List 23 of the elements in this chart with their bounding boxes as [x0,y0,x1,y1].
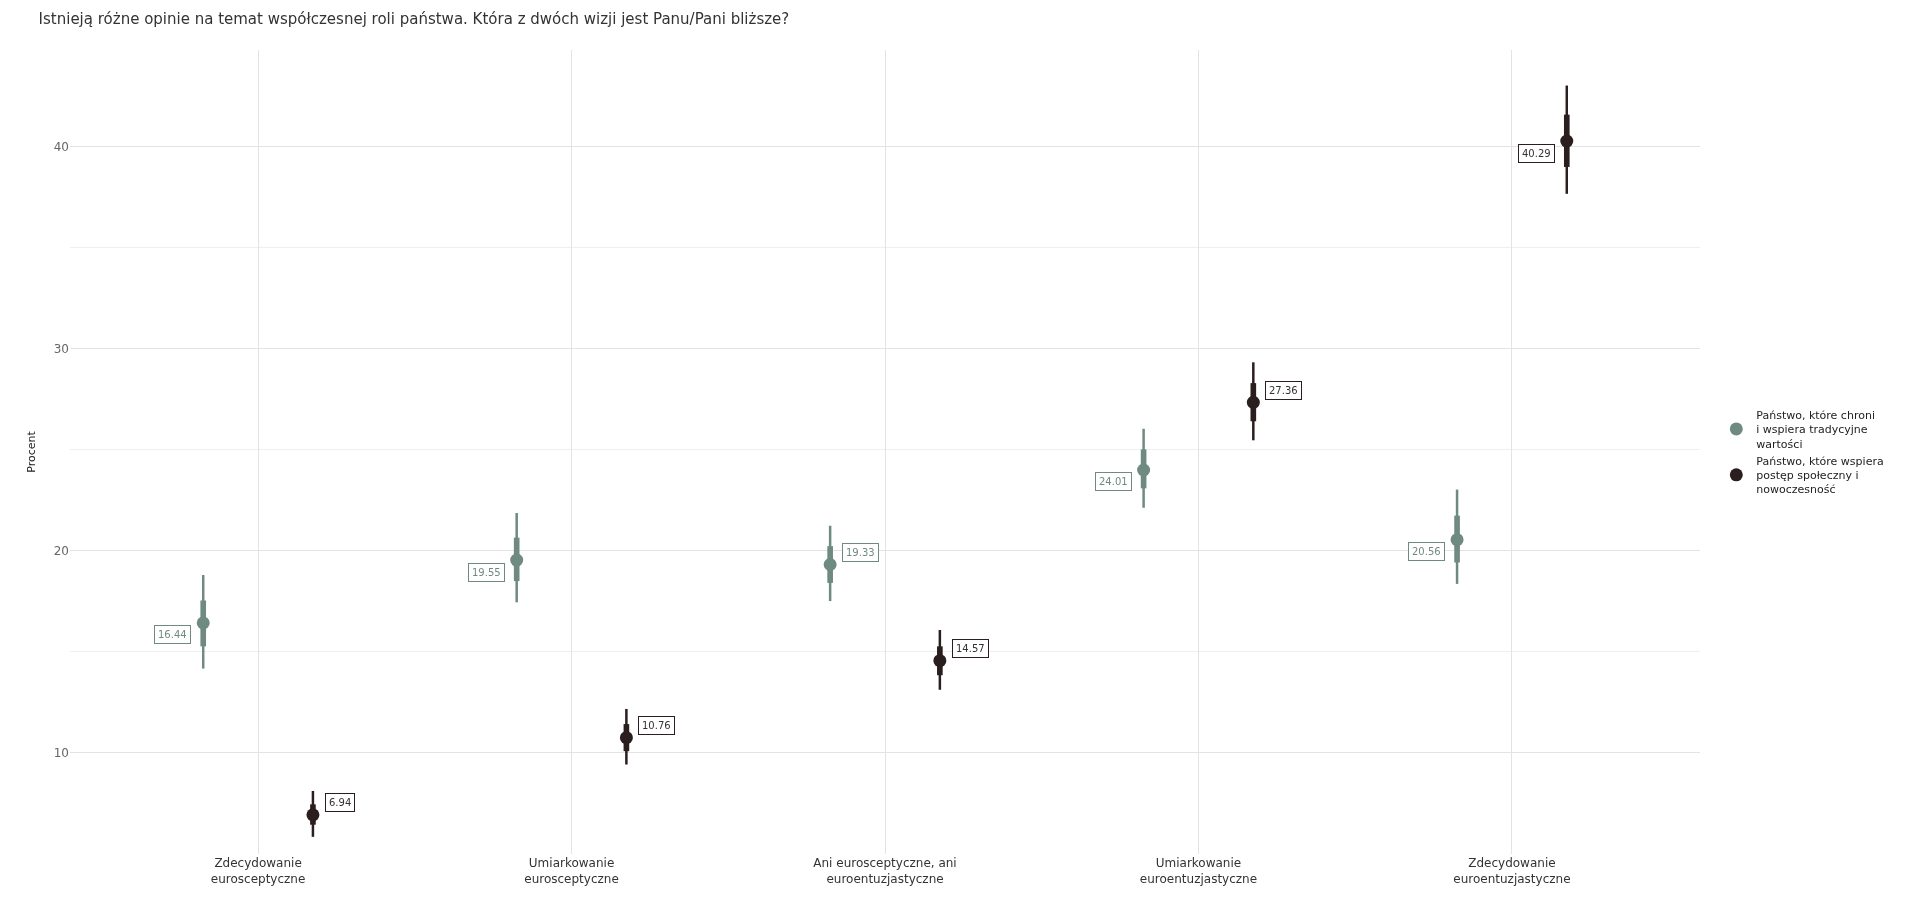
x-tick-label: Umiarkowanie eurosceptyczne [524,856,619,886]
chart-title: Istnieją różne opinie na temat współczesnej roli państwa. Która z dwóch wizji jest Panu/Pani bliższe? [38,10,790,29]
y-tick-label: 10 [53,746,69,761]
x-tick-label: Ani eurosceptyczne, ani euroentuzjastyczne [813,856,957,886]
data-label: 19.55 [472,567,501,578]
data-label: 20.56 [1412,546,1441,557]
data-label: 14.57 [956,643,985,654]
x-tick-label: Zdecydowanie eurosceptyczne [210,856,306,886]
data-label: 24.01 [1099,476,1128,487]
legend-label: Państwo, które wspiera postęp społeczny i nowoczesność [1756,454,1884,497]
data-label: 40.29 [1522,148,1551,159]
y-tick-label: 30 [53,342,69,357]
legend-label: Państwo, które chroni i wspiera tradycyjne wartości [1756,408,1875,451]
y-tick-label: 20 [53,544,69,559]
data-label: 10.76 [642,720,671,731]
y-axis-title: Procent [25,430,39,473]
data-label: 6.94 [329,797,352,808]
y-tick-label: 40 [53,140,69,155]
data-label: 16.44 [158,629,187,640]
x-tick-label: Umiarkowanie euroentuzjastyczne [1139,856,1258,886]
x-tick-label: Zdecydowanie euroentuzjastyczne [1453,856,1571,886]
data-label: 27.36 [1269,385,1298,396]
data-label: 19.33 [846,547,875,558]
